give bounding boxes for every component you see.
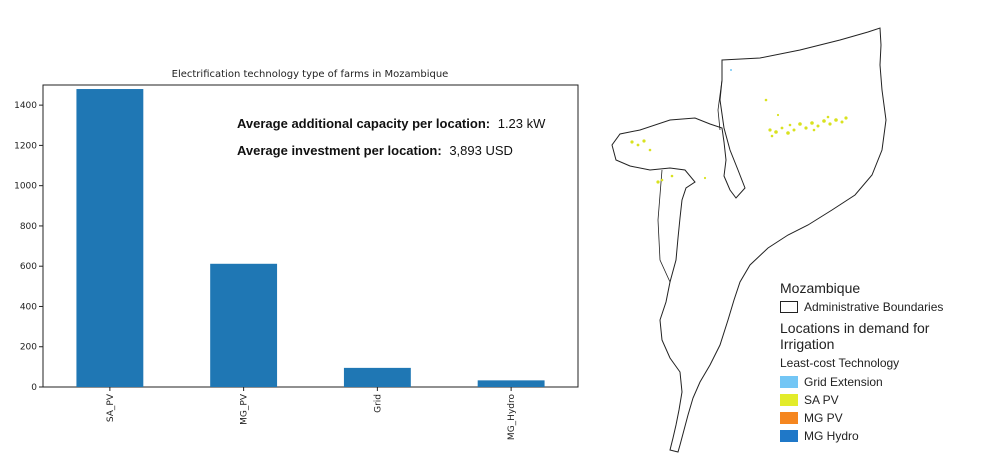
y-tick-label: 800: [20, 222, 37, 232]
legend-tech-title: Least-cost Technology: [780, 356, 900, 370]
x-tick-label: MG_PV: [240, 393, 250, 425]
sa-pv-locations: [630, 98, 848, 184]
legend-boundaries-label: Administrative Boundaries: [804, 300, 944, 314]
legend-item-mg-hydro: MG Hydro: [780, 427, 986, 445]
plot-frame: [42, 84, 579, 388]
capacity-annotation: Average additional capacity per location…: [237, 116, 546, 131]
chart-annotations: Average additional capacity per location…: [237, 116, 546, 158]
legend-boundary-swatch: [780, 301, 798, 313]
chart-bars: [76, 89, 545, 387]
mozambique-map: [611, 27, 887, 453]
country-outline: [611, 27, 887, 453]
map-legend: Mozambique Administrative Boundaries Loc…: [780, 280, 986, 445]
investment-annotation-value: 3,893 USD: [449, 143, 513, 158]
y-tick-label: 1400: [14, 101, 37, 111]
legend-item-mg-pv: MG PV: [780, 409, 986, 427]
chart-title: Electrification technology type of farms…: [172, 69, 449, 80]
bar-grid: [343, 367, 411, 387]
bar-chart: Electrification technology type of farms…: [14, 69, 579, 441]
investment-annotation: Average investment per location: 3,893 U…: [237, 143, 513, 158]
legend-demand-title: Locations in demand for Irrigation: [780, 320, 930, 352]
province-boundary-1: [717, 79, 723, 131]
grid-extension-locations: [730, 69, 732, 71]
legend-country-title: Mozambique: [780, 280, 861, 296]
capacity-annotation-value: 1.23 kW: [498, 116, 546, 131]
investment-annotation-label: Average investment per location:: [237, 143, 442, 158]
chart-axes: 0 200 400 600 800 1000 1200 1400 SA_PV MG_PV Grid M…: [14, 84, 579, 441]
legend-item-grid-extension: Grid Extension: [780, 373, 986, 391]
y-tick-label: 1000: [14, 182, 37, 192]
legend-item-sa-pv: SA PV: [780, 391, 986, 409]
bar-sa-pv: [76, 89, 144, 387]
x-tick-label: Grid: [373, 394, 383, 413]
x-tick-label: SA_PV: [106, 393, 116, 422]
legend-label: SA PV: [804, 393, 839, 407]
y-tick-label: 0: [31, 383, 37, 393]
legend-swatch: [780, 376, 798, 388]
legend-swatch: [780, 430, 798, 442]
x-tick-label: MG_Hydro: [507, 394, 517, 441]
capacity-annotation-label: Average additional capacity per location…: [237, 116, 490, 131]
province-boundary-2: [657, 169, 671, 283]
y-tick-label: 600: [20, 262, 37, 272]
legend-boundaries-row: Administrative Boundaries: [780, 298, 986, 316]
legend-label: Grid Extension: [804, 375, 883, 389]
legend-label: MG Hydro: [804, 429, 859, 443]
legend-swatch: [780, 412, 798, 424]
y-tick-label: 1200: [14, 141, 37, 151]
y-tick-label: 400: [20, 302, 37, 312]
bar-mg-pv: [210, 263, 278, 387]
legend-swatch: [780, 394, 798, 406]
y-tick-label: 200: [20, 343, 37, 353]
bar-mg-hydro: [477, 380, 545, 387]
legend-label: MG PV: [804, 411, 843, 425]
